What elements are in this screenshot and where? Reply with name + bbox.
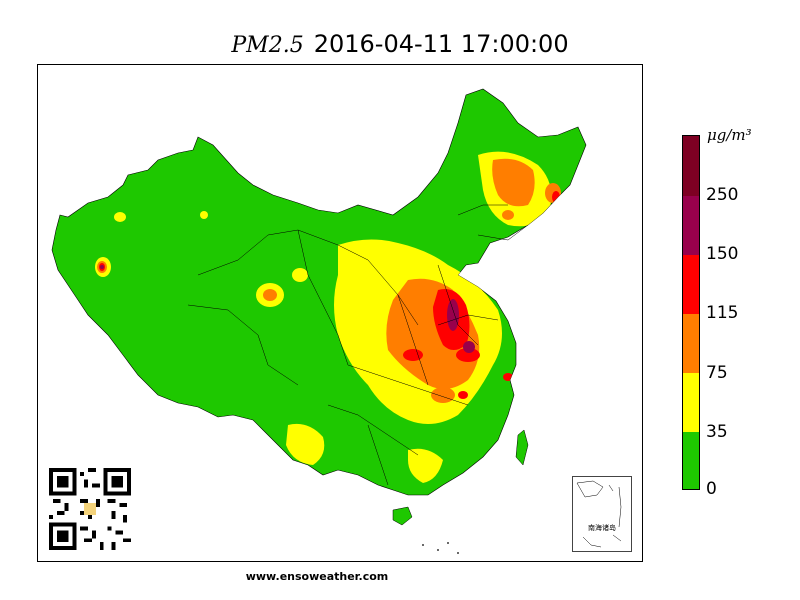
map-panel	[37, 64, 643, 562]
colorbar-segment-115-150	[683, 255, 699, 314]
colorbar-tick-35: 35	[706, 422, 728, 442]
colorbar-segment-75-115	[683, 314, 699, 373]
colorbar-tick-75: 75	[706, 363, 728, 383]
colorbar-tick-0: 0	[706, 479, 717, 499]
datetime-label: 2016-04-11 17:00:00	[313, 30, 569, 58]
colorbar-segment-250plus	[683, 136, 699, 196]
colorbar-segment-0-35	[683, 432, 699, 489]
pollution-contours	[95, 151, 561, 483]
qr-code-icon	[49, 468, 131, 550]
colorbar-segment-150-250	[683, 196, 699, 255]
colorbar-tick-150: 150	[706, 244, 739, 264]
taiwan-island	[515, 429, 529, 466]
inset-map	[576, 480, 622, 548]
inset-label: 南海诸岛	[588, 524, 616, 532]
hainan-island	[392, 506, 413, 526]
variable-label: PM2.5	[231, 33, 304, 58]
china-map	[51, 88, 587, 554]
colorbar-tick-115: 115	[706, 303, 739, 323]
map-title: PM2.5 2016-04-11 17:00:00	[0, 30, 800, 58]
colorbar-segment-35-75	[683, 373, 699, 432]
website-label: www.ensoweather.com	[245, 570, 389, 583]
colorbar-tick-250: 250	[706, 185, 739, 205]
colorbar-unit: μg/m³	[707, 126, 752, 144]
colorbar	[682, 135, 700, 490]
south-china-sea-inset: 南海诸岛	[572, 476, 632, 552]
province-boundaries	[187, 204, 529, 486]
